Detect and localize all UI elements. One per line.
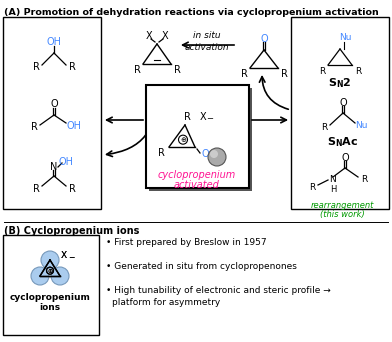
Text: R: R — [69, 62, 75, 72]
Text: activated: activated — [174, 180, 220, 190]
Text: Nu: Nu — [339, 34, 351, 42]
Text: platform for asymmetry: platform for asymmetry — [112, 298, 220, 307]
Text: ⊕: ⊕ — [47, 269, 53, 274]
Text: in situ: in situ — [193, 31, 221, 40]
Text: (this work): (this work) — [319, 210, 365, 220]
Text: O: O — [339, 98, 347, 108]
FancyBboxPatch shape — [149, 88, 252, 191]
Text: H: H — [330, 184, 336, 194]
Circle shape — [210, 150, 218, 158]
Text: OH: OH — [47, 37, 62, 47]
Text: R: R — [361, 174, 367, 184]
Text: N: N — [50, 162, 58, 172]
Text: O: O — [50, 99, 58, 109]
Text: −: − — [68, 253, 74, 263]
Text: R: R — [355, 66, 361, 76]
Text: R: R — [241, 69, 247, 79]
Text: • Generated in situ from cyclopropenones: • Generated in situ from cyclopropenones — [106, 262, 297, 271]
Text: ⊕: ⊕ — [47, 269, 53, 274]
Text: OH: OH — [67, 121, 82, 131]
Text: activation: activation — [185, 43, 229, 53]
Text: X: X — [61, 251, 67, 261]
Text: O: O — [201, 149, 209, 159]
FancyBboxPatch shape — [3, 17, 101, 209]
Text: rearrangement: rearrangement — [310, 200, 374, 210]
Text: R: R — [33, 184, 40, 194]
Circle shape — [208, 148, 226, 166]
Circle shape — [51, 267, 69, 285]
Text: R: R — [134, 65, 140, 75]
FancyBboxPatch shape — [146, 85, 249, 188]
Text: R: R — [319, 66, 325, 76]
Text: −: − — [207, 115, 214, 123]
Text: X: X — [200, 112, 206, 122]
Circle shape — [31, 267, 49, 285]
Text: −: − — [68, 253, 74, 263]
Text: O: O — [260, 34, 268, 44]
Text: X: X — [146, 31, 152, 41]
Text: cyclopropenium: cyclopropenium — [158, 170, 236, 180]
Text: $\mathbf{S_N2}$: $\mathbf{S_N2}$ — [328, 76, 352, 90]
Text: $\mathbf{S_NAc}$: $\mathbf{S_NAc}$ — [327, 135, 359, 149]
Text: (A) Promotion of dehydration reactions via cyclopropenium activation: (A) Promotion of dehydration reactions v… — [4, 8, 379, 17]
Text: cyclopropenium: cyclopropenium — [9, 292, 91, 302]
Text: • First prepared by Breslow in 1957: • First prepared by Breslow in 1957 — [106, 238, 267, 247]
Text: X: X — [61, 251, 67, 261]
Text: X: X — [162, 31, 168, 41]
Text: ⊕: ⊕ — [180, 137, 186, 143]
Text: R: R — [158, 148, 164, 158]
Text: ions: ions — [40, 303, 60, 312]
Text: (B) Cyclopropenium ions: (B) Cyclopropenium ions — [4, 226, 140, 236]
Text: • High tunability of electronic and steric profile →: • High tunability of electronic and ster… — [106, 286, 331, 295]
Text: R: R — [33, 62, 40, 72]
Text: N: N — [330, 175, 336, 184]
FancyBboxPatch shape — [3, 235, 99, 335]
Text: R: R — [183, 112, 191, 122]
Circle shape — [41, 251, 59, 269]
Text: OH: OH — [58, 157, 73, 167]
Text: R: R — [321, 123, 327, 132]
Text: R: R — [31, 122, 38, 132]
Text: R: R — [69, 184, 75, 194]
FancyBboxPatch shape — [291, 17, 389, 209]
Text: R: R — [309, 183, 315, 192]
Text: R: R — [281, 69, 287, 79]
Text: O: O — [341, 153, 349, 163]
Text: Nu: Nu — [355, 121, 367, 131]
Text: R: R — [174, 65, 180, 75]
